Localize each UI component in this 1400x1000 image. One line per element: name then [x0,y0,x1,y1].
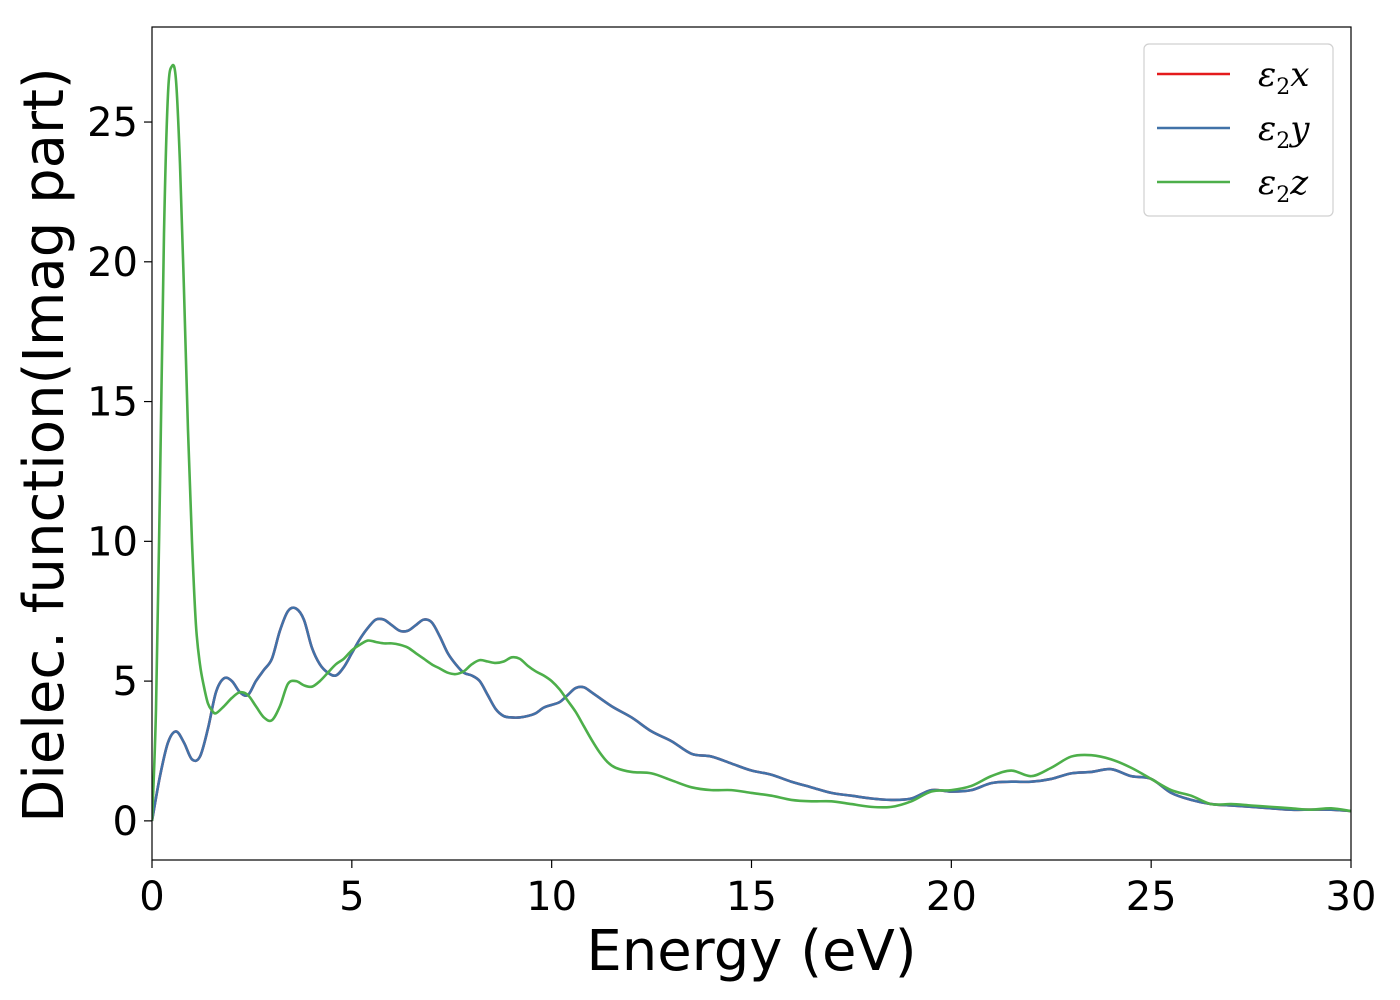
legend: ε2x ε2y ε2z [1143,43,1334,217]
series-layer [152,63,1351,822]
series-line-z [152,63,1351,821]
y-tick-label: 20 [87,240,138,286]
x-axis-title: Energy (eV) [586,919,916,984]
x-tick-label: 0 [139,874,164,920]
series-line-y [152,606,1351,822]
x-tick-label: 10 [526,874,577,920]
x-tick-label: 20 [926,874,977,920]
x-tick-label: 30 [1326,874,1377,920]
legend-box [1143,43,1334,217]
y-tick-label: 25 [87,100,138,146]
y-tick-label: 15 [87,380,138,426]
y-tick-label: 10 [87,519,138,565]
legend-label-y: ε2y [1258,109,1310,154]
legend-label-x: ε2x [1258,55,1309,100]
y-tick-label: 5 [113,659,138,705]
y-axis-title: Dielec. function(Imag part) [12,67,77,823]
y-axis: 0 5 10 15 20 25 [87,100,152,845]
x-tick-label: 25 [1126,874,1177,920]
legend-items: ε2x ε2y ε2z [1157,55,1310,208]
y-tick-label: 0 [113,799,138,845]
x-tick-label: 5 [339,874,364,920]
legend-label-z: ε2z [1258,163,1309,208]
x-tick-label: 15 [726,874,777,920]
x-axis: 0 5 10 15 20 25 30 [139,860,1376,920]
